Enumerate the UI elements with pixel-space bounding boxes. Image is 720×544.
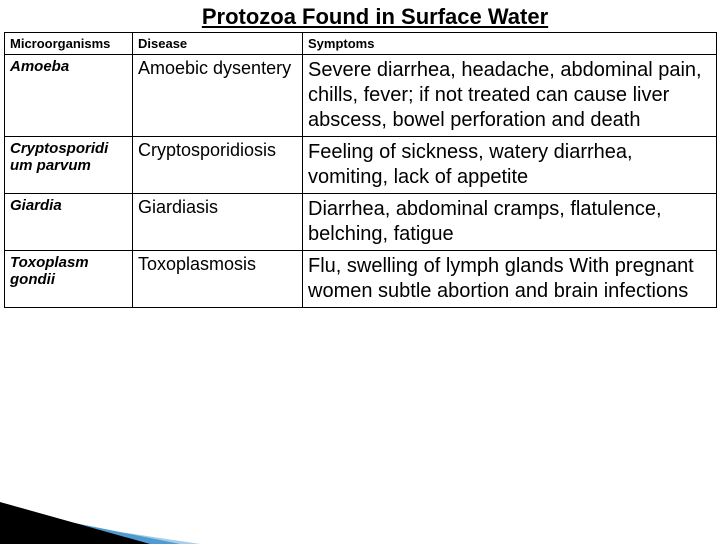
table-row: Toxoplasm gondii Toxoplasmosis Flu, swel… xyxy=(5,251,717,308)
cell-disease: Toxoplasmosis xyxy=(133,251,303,308)
cell-disease: Cryptosporidiosis xyxy=(133,137,303,194)
cell-symptoms: Feeling of sickness, watery diarrhea, vo… xyxy=(303,137,717,194)
page-title: Protozoa Found in Surface Water xyxy=(0,4,720,30)
col-header-symptoms: Symptoms xyxy=(303,33,717,55)
cell-microorganism: Giardia xyxy=(5,194,133,251)
table-row: Amoeba Amoebic dysentery Severe diarrhea… xyxy=(5,55,717,137)
col-header-microorganisms: Microorganisms xyxy=(5,33,133,55)
cell-symptoms: Diarrhea, abdominal cramps, flatulence, … xyxy=(303,194,717,251)
cell-microorganism: Cryptosporidi um parvum xyxy=(5,137,133,194)
cell-disease: Amoebic dysentery xyxy=(133,55,303,137)
cell-disease: Giardiasis xyxy=(133,194,303,251)
col-header-disease: Disease xyxy=(133,33,303,55)
table-header-row: Microorganisms Disease Symptoms xyxy=(5,33,717,55)
cell-microorganism: Amoeba xyxy=(5,55,133,137)
corner-decoration-icon xyxy=(0,502,240,544)
cell-symptoms: Severe diarrhea, headache, abdominal pai… xyxy=(303,55,717,137)
cell-microorganism: Toxoplasm gondii xyxy=(5,251,133,308)
table-row: Giardia Giardiasis Diarrhea, abdominal c… xyxy=(5,194,717,251)
cell-symptoms: Flu, swelling of lymph glands With pregn… xyxy=(303,251,717,308)
table-row: Cryptosporidi um parvum Cryptosporidiosi… xyxy=(5,137,717,194)
protozoa-table: Microorganisms Disease Symptoms Amoeba A… xyxy=(4,32,717,308)
